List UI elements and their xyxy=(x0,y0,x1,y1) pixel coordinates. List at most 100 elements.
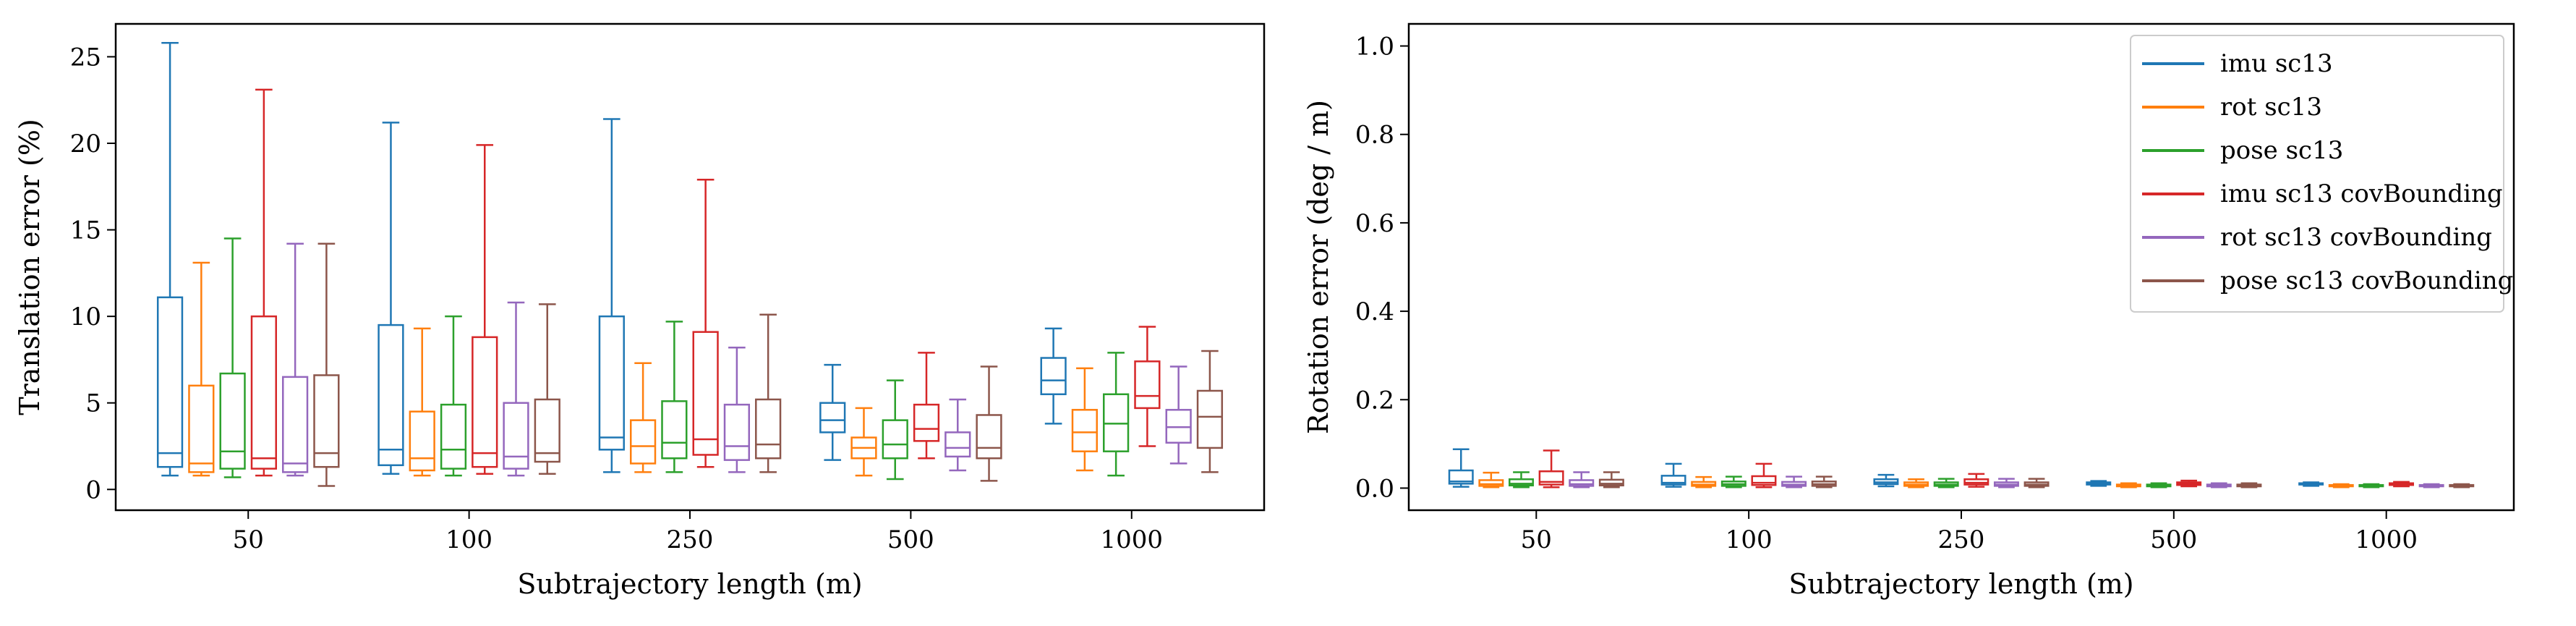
left-x-tick-label: 50 xyxy=(233,525,264,554)
right-x-ticks: 50 100 250 500 1000 xyxy=(1521,510,2418,554)
box-left-3-1 xyxy=(472,144,498,475)
box-body xyxy=(944,431,971,458)
box-right-0-1 xyxy=(1660,462,1686,488)
box-left-5-0 xyxy=(313,242,340,487)
box-left-5-1 xyxy=(534,303,560,475)
legend-label: imu sc13 covBounding xyxy=(2220,179,2503,208)
box-right-4-3 xyxy=(2206,482,2232,488)
box-right-2-2 xyxy=(1933,478,1959,488)
left-y-axis-label: Translation error (%) xyxy=(14,119,46,415)
box-right-3-2 xyxy=(1963,473,1989,488)
box-right-5-3 xyxy=(2236,482,2262,488)
box-body xyxy=(723,403,751,461)
box-body xyxy=(629,419,657,465)
left-y-tick-label: 15 xyxy=(70,216,101,245)
box-left-3-3 xyxy=(913,352,940,460)
right-x-tick-label: 250 xyxy=(1938,525,1985,554)
legend-label: rot sc13 covBounding xyxy=(2220,223,2492,252)
left-y-tick-label: 5 xyxy=(85,389,101,418)
box-left-5-4 xyxy=(1196,350,1224,473)
box-left-2-0 xyxy=(219,237,246,478)
legend: imu sc13 rot sc13 pose sc13 imu sc13 covBou… xyxy=(2130,35,2513,313)
box-right-0-2 xyxy=(1873,473,1899,488)
box-right-1-2 xyxy=(1903,478,1929,488)
left-x-ticks: 50 100 250 500 1000 xyxy=(233,510,1163,554)
box-right-2-1 xyxy=(1720,475,1747,488)
box-body xyxy=(503,402,529,470)
left-y-ticks: 0 5 10 15 20 25 xyxy=(70,43,116,504)
box-body xyxy=(1660,475,1686,486)
box-body xyxy=(1134,360,1161,410)
box-body xyxy=(440,403,467,470)
legend-label: rot sc13 xyxy=(2220,93,2322,122)
box-body xyxy=(913,403,940,442)
box-left-2-2 xyxy=(661,321,688,473)
box-body xyxy=(1071,409,1098,452)
box-body xyxy=(534,398,560,463)
right-x-tick-label: 100 xyxy=(1726,525,1773,554)
box-right-5-0 xyxy=(1598,471,1624,488)
box-left-1-0 xyxy=(188,261,215,477)
box-right-2-3 xyxy=(2146,482,2172,488)
box-left-4-0 xyxy=(282,242,309,477)
right-x-tick-label: 50 xyxy=(1521,525,1552,554)
box-left-2-1 xyxy=(440,315,467,477)
box-left-2-3 xyxy=(882,379,908,481)
box-body xyxy=(472,336,498,468)
box-body xyxy=(250,315,277,470)
right-x-tick-label: 500 xyxy=(2150,525,2197,554)
left-y-tick-label: 10 xyxy=(70,303,101,331)
right-y-tick-label: 1.0 xyxy=(1355,33,1394,62)
box-left-5-3 xyxy=(976,365,1002,482)
box-right-1-3 xyxy=(2115,482,2141,488)
box-body xyxy=(882,419,908,460)
box-body xyxy=(598,315,625,451)
box-body xyxy=(1538,470,1564,486)
box-right-0-0 xyxy=(1448,448,1474,488)
box-body xyxy=(188,384,215,473)
box-body xyxy=(1569,479,1595,487)
box-right-1-4 xyxy=(2328,483,2354,488)
left-x-tick-label: 1000 xyxy=(1101,525,1164,554)
box-right-2-4 xyxy=(2358,483,2384,488)
box-body xyxy=(1751,475,1777,486)
box-body xyxy=(976,414,1002,460)
right-y-ticks: 0.0 0.2 0.4 0.6 0.8 1.0 xyxy=(1355,33,1409,503)
box-right-0-4 xyxy=(2298,481,2324,487)
box-body xyxy=(409,410,435,472)
box-right-0-3 xyxy=(2086,480,2112,487)
box-right-3-4 xyxy=(2389,481,2414,488)
right-y-tick-label: 0.6 xyxy=(1355,209,1394,238)
box-right-3-0 xyxy=(1538,449,1564,488)
box-left-0-2 xyxy=(598,118,625,473)
right-y-tick-label: 0.4 xyxy=(1355,297,1394,326)
box-left-3-0 xyxy=(250,88,277,477)
box-left-0-1 xyxy=(378,122,404,475)
translation-error-panel: 0 5 10 15 20 25 50 100 250 500 1000 Subtrajectory… xyxy=(14,22,1266,600)
right-x-tick-label: 1000 xyxy=(2355,525,2418,554)
box-body xyxy=(219,372,246,470)
box-body xyxy=(1509,478,1534,487)
box-right-5-2 xyxy=(2023,478,2050,488)
box-body xyxy=(1196,389,1224,449)
box-right-1-0 xyxy=(1478,471,1504,488)
box-left-5-2 xyxy=(755,313,782,473)
box-right-5-4 xyxy=(2449,483,2475,488)
box-body xyxy=(1478,479,1504,487)
right-y-axis-label: Rotation error (deg / m) xyxy=(1302,100,1334,434)
rotation-error-panel: 0.0 0.2 0.4 0.6 0.8 1.0 50 100 250 500 1000 Subtr… xyxy=(1302,22,2515,600)
box-body xyxy=(819,402,846,433)
box-body xyxy=(282,376,309,473)
right-y-tick-label: 0.0 xyxy=(1355,474,1394,503)
box-body xyxy=(1598,478,1624,487)
left-box-marks xyxy=(156,42,1224,487)
box-left-4-4 xyxy=(1165,365,1192,465)
left-y-tick-label: 0 xyxy=(85,475,101,504)
right-y-tick-label: 0.8 xyxy=(1355,121,1394,150)
left-y-tick-label: 20 xyxy=(70,130,101,158)
box-left-0-4 xyxy=(1040,327,1067,425)
box-left-2-4 xyxy=(1103,352,1130,477)
left-plot-frame xyxy=(114,22,1266,512)
left-x-tick-label: 100 xyxy=(445,525,492,554)
